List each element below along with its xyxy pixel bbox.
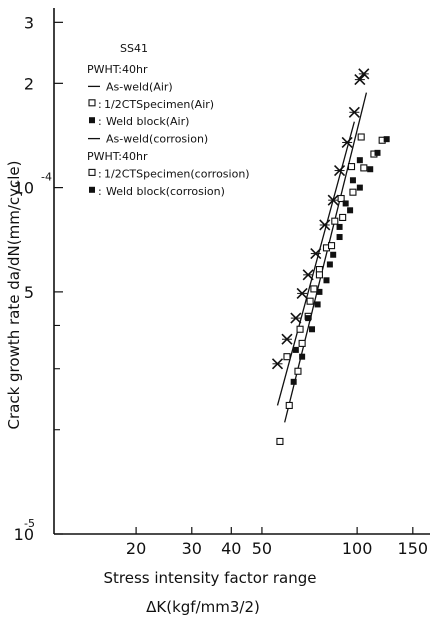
- data-point-cross: [334, 164, 346, 177]
- data-point-open-square: [294, 367, 302, 375]
- data-point-filled-square: [356, 157, 363, 164]
- legend-title: SS41: [120, 42, 148, 55]
- data-point-filled-square: [326, 261, 333, 268]
- data-point-filled-square: [292, 346, 299, 353]
- data-point-cross: [358, 68, 370, 80]
- legend-separator: :: [98, 98, 102, 111]
- legend-open-square: [88, 99, 96, 107]
- legend-label: As-weld(Air): [106, 80, 173, 93]
- x-tick-label: 40: [221, 539, 241, 558]
- data-point-open-square: [285, 401, 293, 410]
- data-point-cross: [348, 106, 360, 118]
- legend-separator: :: [98, 185, 102, 198]
- data-point-cross: [296, 287, 308, 299]
- data-point-cross: [271, 358, 284, 370]
- data-point-filled-square: [336, 223, 343, 230]
- data-point-open-square: [357, 133, 365, 141]
- data-point-filled-square: [290, 378, 297, 385]
- y-tick-exponent: -5: [24, 517, 35, 530]
- data-point-open-square: [347, 163, 356, 171]
- data-point-filled-square: [330, 251, 337, 258]
- data-point-open-square: [276, 437, 284, 446]
- data-point-open-square: [310, 285, 318, 293]
- data-point-cross: [310, 248, 322, 260]
- x-tick-label: 20: [126, 539, 146, 558]
- data-point-filled-square: [316, 288, 323, 295]
- data-point-filled-square: [336, 234, 343, 241]
- data-point-filled-square: [356, 184, 363, 191]
- legend-header: PWHT:40hr: [87, 150, 148, 163]
- legend-label: As-weld(corrosion): [106, 133, 208, 146]
- fit-line: [276, 121, 355, 406]
- data-point-open-square: [283, 353, 291, 361]
- x-tick-label: 30: [182, 539, 202, 558]
- x-axis-sublabel: ΔK(kgf/mm3/2): [146, 598, 260, 616]
- data-point-filled-square: [347, 207, 354, 214]
- legend-open-square: [88, 168, 96, 176]
- data-point-open-square: [327, 242, 336, 250]
- data-point-cross: [341, 136, 353, 149]
- data-point-cross: [327, 194, 339, 206]
- y-tick-label: 10: [14, 179, 34, 198]
- data-point-cross: [354, 74, 366, 86]
- data-point-filled-square: [374, 149, 381, 156]
- data-point-filled-square: [367, 166, 374, 173]
- legend-filled-square: [89, 186, 95, 193]
- legend-label: Weld block(Air): [106, 115, 189, 128]
- legend-header: PWHT:40hr: [87, 63, 148, 76]
- legend-separator: :: [98, 167, 102, 180]
- data-point-open-square: [296, 325, 304, 333]
- data-point-filled-square: [383, 136, 390, 143]
- data-point-filled-square: [299, 353, 306, 360]
- data-point-open-square: [315, 271, 323, 279]
- data-point-cross: [302, 269, 314, 281]
- x-tick-label: 100: [342, 539, 373, 558]
- data-points: [271, 68, 390, 446]
- data-point-open-square: [337, 194, 345, 203]
- data-point-cross: [281, 333, 293, 345]
- data-point-cross: [319, 219, 331, 231]
- data-point-filled-square: [305, 315, 312, 322]
- axes: [53, 8, 430, 535]
- data-point-cross: [290, 312, 302, 324]
- legend-filled-square: [89, 117, 95, 124]
- legend-label: Weld block(corrosion): [106, 185, 225, 198]
- data-point-filled-square: [342, 200, 349, 207]
- y-tick-label: 3: [24, 13, 34, 32]
- data-point-open-square: [306, 297, 314, 305]
- x-tick-label: 150: [398, 539, 429, 558]
- axis-ticks: 20 30 40 50 100 150 3 2 10 5 10 -4 -5: [14, 13, 428, 558]
- data-point-open-square: [349, 188, 357, 196]
- data-point-open-square: [298, 339, 306, 347]
- data-point-open-square: [339, 213, 347, 222]
- data-point-filled-square: [314, 301, 321, 308]
- legend-separator: :: [98, 115, 102, 128]
- y-tick-label: 5: [24, 283, 34, 302]
- x-tick-label: 50: [252, 539, 272, 558]
- data-point-open-square: [360, 164, 368, 172]
- legend-label: 1/2CTSpecimen(corrosion): [104, 167, 250, 180]
- y-tick-label: 10: [14, 525, 34, 544]
- fit-lines: [276, 92, 368, 423]
- y-tick-exponent: -4: [41, 171, 52, 184]
- fit-line: [284, 92, 368, 423]
- x-axis-label: Stress intensity factor range: [104, 569, 317, 587]
- data-point-filled-square: [309, 326, 316, 333]
- data-point-filled-square: [349, 177, 356, 184]
- data-point-filled-square: [323, 277, 330, 284]
- legend-label: 1/2CTSpecimen(Air): [104, 98, 214, 111]
- data-point-open-square: [331, 217, 339, 225]
- y-tick-label: 2: [24, 74, 34, 93]
- y-axis-label: Crack growth rate da/dN(mm/cycle): [5, 161, 23, 430]
